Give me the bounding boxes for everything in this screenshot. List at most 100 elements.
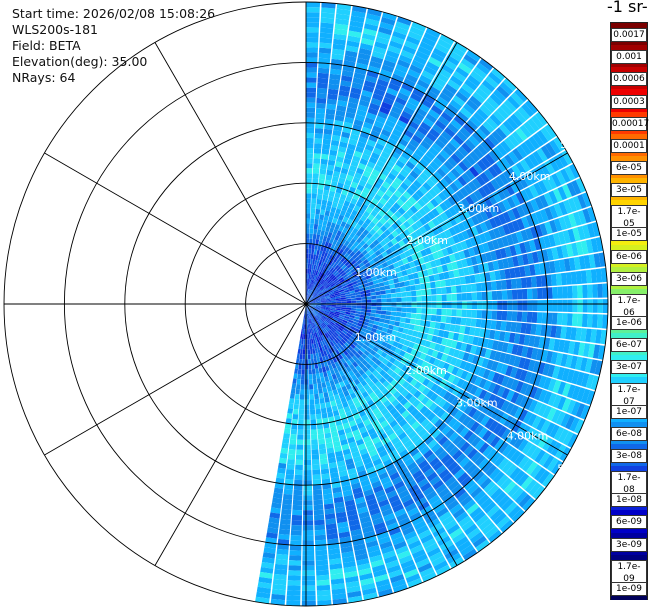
- ray-gate: [580, 328, 587, 342]
- ray-gate: [315, 326, 320, 332]
- ray-gate: [304, 374, 309, 380]
- ray-gate: [417, 441, 427, 452]
- ray-gate: [503, 170, 514, 183]
- ray-gate: [483, 169, 494, 181]
- ray-gate: [466, 503, 480, 515]
- ray-gate: [430, 81, 444, 92]
- ray-gate: [332, 333, 338, 339]
- ray-gate: [421, 463, 432, 474]
- ray-gate: [533, 238, 542, 251]
- ray-gate: [301, 339, 304, 345]
- ray-gate: [347, 345, 354, 352]
- ray-gate: [473, 189, 483, 201]
- ray-gate: [386, 490, 398, 499]
- ray-gate: [384, 255, 391, 262]
- ray-gate: [403, 220, 411, 229]
- ray-gate: [306, 188, 312, 194]
- ray-gate: [360, 479, 371, 487]
- ray-gate: [329, 311, 335, 315]
- ray-gate: [360, 175, 369, 183]
- ray-gate: [474, 376, 483, 387]
- ray-gate: [319, 341, 324, 347]
- ray-gate: [409, 170, 419, 180]
- ray-gate: [522, 441, 533, 455]
- ray-gate: [461, 172, 472, 184]
- colorbar-tick-label: 1e-08: [611, 493, 647, 508]
- ray-gate: [585, 328, 592, 343]
- ray-gate: [434, 138, 446, 149]
- ray-gate: [410, 285, 416, 291]
- ray-gate: [361, 452, 370, 461]
- ray-gate: [370, 559, 385, 568]
- ray-gate: [339, 381, 346, 388]
- ray-gate: [267, 527, 279, 534]
- ray-gate: [304, 389, 309, 395]
- ray-gate: [383, 399, 391, 408]
- ray-gate: [454, 164, 465, 175]
- ray-gate: [503, 99, 517, 113]
- ray-gate: [340, 331, 346, 337]
- ray-gate: [314, 259, 318, 265]
- ray-gate: [555, 352, 563, 366]
- ray-gate: [376, 295, 382, 299]
- ray-gate: [332, 345, 338, 351]
- ray-gate: [553, 338, 561, 352]
- ray-gate: [338, 277, 344, 282]
- ray-gate: [318, 178, 325, 185]
- ray-gate: [542, 454, 555, 469]
- ray-gate: [451, 193, 461, 203]
- ray-gate: [535, 324, 542, 336]
- ray-gate: [301, 595, 316, 601]
- ray-gate: [311, 368, 316, 375]
- ray-gate: [410, 544, 424, 555]
- ray-gate: [391, 330, 398, 336]
- ray-gate: [387, 564, 401, 574]
- ray-gate: [262, 552, 276, 559]
- ray-gate: [348, 337, 354, 344]
- ray-gate: [377, 416, 386, 424]
- ray-gate: [479, 222, 488, 233]
- ray-gate: [306, 248, 309, 254]
- ray-gate: [342, 329, 348, 335]
- ray-gate: [356, 243, 363, 250]
- ray-gate: [310, 253, 314, 260]
- ray-gate: [514, 406, 524, 420]
- ray-gate: [423, 326, 430, 334]
- ray-gate: [312, 183, 318, 189]
- ray-gate: [349, 92, 361, 100]
- ray-gate: [529, 386, 538, 399]
- ray-gate: [380, 454, 391, 463]
- ray-gate: [498, 441, 509, 454]
- ray-gate: [343, 355, 349, 362]
- ray-gate: [437, 134, 449, 146]
- ray-gate: [471, 436, 482, 448]
- ray-gate: [370, 453, 380, 462]
- ray-gate: [402, 164, 413, 174]
- ray-gate: [331, 268, 336, 274]
- ray-gate: [362, 85, 375, 93]
- ray-gate: [410, 313, 417, 319]
- ray-gate: [356, 237, 363, 244]
- ray-gate: [316, 337, 320, 343]
- ray-gate: [368, 221, 376, 229]
- ray-gate: [377, 403, 386, 412]
- ray-gate: [370, 97, 382, 106]
- ray-gate: [310, 323, 314, 329]
- ray-gate: [507, 484, 520, 498]
- ray-gate: [353, 543, 366, 551]
- ray-gate: [517, 254, 524, 266]
- ray-gate: [546, 439, 558, 454]
- ray-gate: [410, 378, 418, 387]
- ray-gate: [274, 563, 288, 571]
- ray-gate: [444, 495, 457, 507]
- ray-gate: [356, 305, 362, 309]
- ray-gate: [506, 447, 518, 460]
- ray-gate: [445, 316, 452, 324]
- ray-gate: [441, 188, 451, 199]
- ray-gate: [309, 384, 314, 390]
- ray-gate: [387, 172, 397, 181]
- ray-gate: [393, 101, 405, 111]
- ray-gate: [410, 290, 417, 297]
- ray-gate: [519, 266, 526, 277]
- ray-gate: [479, 198, 489, 210]
